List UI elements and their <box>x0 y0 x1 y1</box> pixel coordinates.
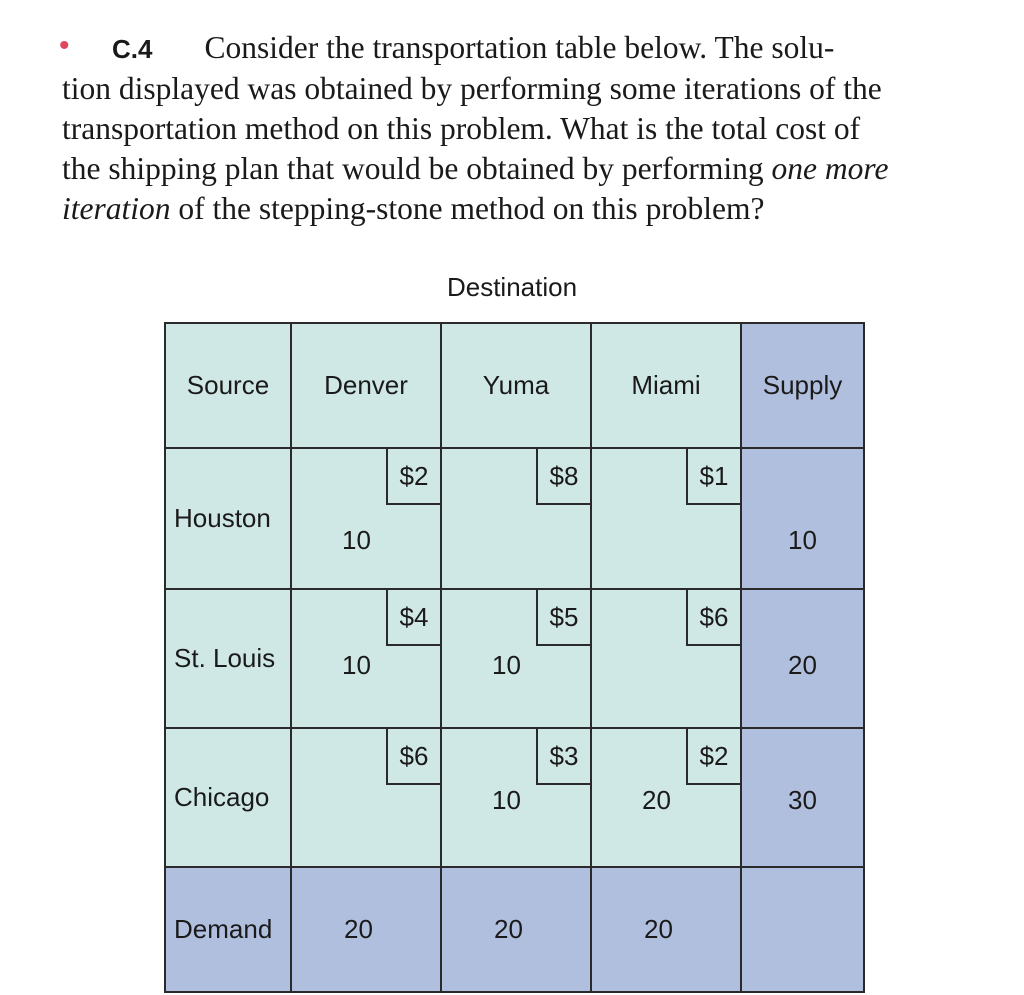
header-cell: Yuma <box>440 322 592 449</box>
route-cell: $6 <box>590 588 742 729</box>
allocation: 10 <box>492 650 521 680</box>
row-label-cell: Houston <box>164 447 292 590</box>
cost-box: $8 <box>536 449 590 505</box>
route-cell: $5 10 <box>440 588 592 729</box>
route-cell: $8 <box>440 447 592 590</box>
demand-cell: 20 <box>290 866 442 993</box>
cost-box: $5 <box>536 590 590 646</box>
allocation: 20 <box>642 785 671 815</box>
demand-cell: 20 <box>590 866 742 993</box>
demand-value: 20 <box>344 914 373 944</box>
row-label-cell: Demand <box>164 866 292 993</box>
row-label-st-louis: St. Louis <box>174 643 276 673</box>
table-row: Chicago $6 $3 10 $2 20 30 <box>164 727 865 868</box>
allocation: 10 <box>492 785 521 815</box>
header-cell: Source <box>164 322 292 449</box>
table-caption: Destination <box>446 272 578 302</box>
row-label-demand: Demand <box>174 914 273 944</box>
cost-box: $1 <box>686 449 740 505</box>
header-cell: Supply <box>740 322 865 449</box>
table-row: St. Louis $4 10 $5 10 $6 20 <box>164 588 865 729</box>
problem-text-line2: tion displayed was obtained by performin… <box>62 71 882 106</box>
allocation: 10 <box>342 525 371 555</box>
route-cell: $1 <box>590 447 742 590</box>
demand-value: 20 <box>644 914 673 944</box>
demand-row: Demand 20 20 20 <box>164 866 865 993</box>
supply-value: 20 <box>788 650 817 680</box>
header-source: Source <box>186 370 270 400</box>
row-label-cell: St. Louis <box>164 588 292 729</box>
problem-statement: • C.4 Consider the transportation table b… <box>59 28 972 229</box>
demand-cell: 20 <box>440 866 592 993</box>
cost-box: $6 <box>386 729 440 785</box>
row-label-houston: Houston <box>174 503 271 533</box>
row-label-chicago: Chicago <box>174 782 270 812</box>
problem-text-line4: the shipping plan that would be obtained… <box>62 151 772 186</box>
allocation: 10 <box>342 650 371 680</box>
cost-box: $3 <box>536 729 590 785</box>
route-cell: $3 10 <box>440 727 592 868</box>
route-cell: $2 20 <box>590 727 742 868</box>
cost-box: $2 <box>686 729 740 785</box>
problem-text-line1: Consider the transportation table below.… <box>204 30 835 65</box>
route-cell: $6 <box>290 727 442 868</box>
route-cell: $2 10 <box>290 447 442 590</box>
problem-text-line5: of the stepping-stone method on this pro… <box>170 191 765 226</box>
cost-box: $2 <box>386 449 440 505</box>
problem-number: C.4 <box>112 34 153 64</box>
empty-corner-cell <box>740 866 865 993</box>
supply-value: 30 <box>788 785 817 815</box>
route-cell: $4 10 <box>290 588 442 729</box>
cost-box: $4 <box>386 590 440 646</box>
supply-value: 10 <box>788 525 817 555</box>
bullet-icon: • <box>59 29 70 62</box>
supply-cell: 10 <box>740 447 865 590</box>
supply-cell: 30 <box>740 727 865 868</box>
demand-value: 20 <box>494 914 523 944</box>
header-miami: Miami <box>631 370 701 400</box>
cost-box: $6 <box>686 590 740 646</box>
row-label-cell: Chicago <box>164 727 292 868</box>
header-denver: Denver <box>324 370 408 400</box>
table-header-row: Source Denver Yuma Miami Supply <box>164 322 865 449</box>
problem-text-emphasis: one more <box>771 151 889 186</box>
table-row: Houston $2 10 $8 $1 10 <box>164 447 865 590</box>
transportation-table: Source Denver Yuma Miami Supply Houston … <box>164 322 865 993</box>
supply-cell: 20 <box>740 588 865 729</box>
header-yuma: Yuma <box>482 370 550 400</box>
header-supply: Supply <box>762 370 843 400</box>
header-cell: Denver <box>290 322 442 449</box>
header-cell: Miami <box>590 322 742 449</box>
problem-text-emphasis: iteration <box>62 191 171 226</box>
problem-text-line3: transportation method on this problem. W… <box>62 111 861 146</box>
